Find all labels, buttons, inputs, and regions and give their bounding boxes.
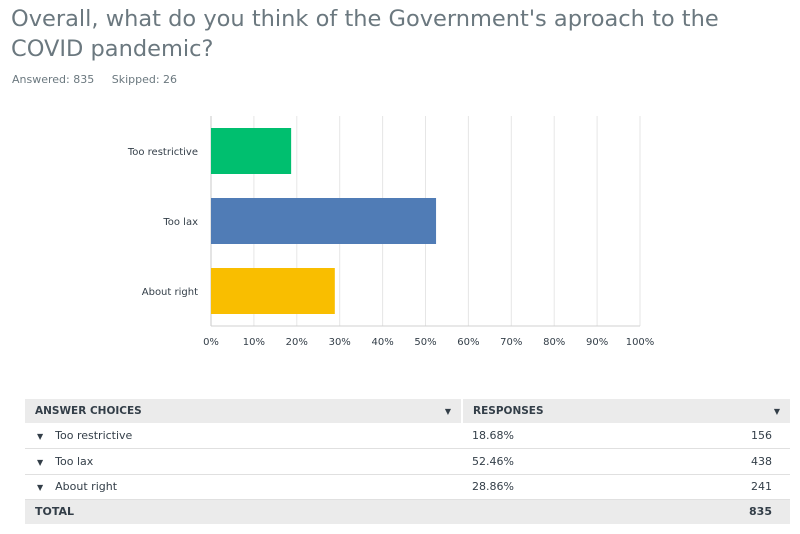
x-tick-label: 100%: [626, 337, 655, 348]
responses-header-label: RESPONSES: [473, 405, 544, 417]
x-tick-label: 50%: [414, 337, 436, 348]
x-tick-label: 30%: [329, 337, 351, 348]
percent-cell: 28.86%: [462, 474, 642, 500]
chart-category-labels: Too restrictive Too lax About right: [127, 147, 198, 298]
x-tick-label: 40%: [371, 337, 393, 348]
choice-label: Too restrictive: [55, 429, 133, 442]
x-tick-label: 80%: [543, 337, 565, 348]
table-row: ▼ Too lax 52.46% 438: [25, 448, 790, 475]
choice-cell[interactable]: ▼ About right: [25, 474, 462, 500]
total-label: TOTAL: [25, 499, 642, 524]
total-count: 835: [641, 499, 790, 524]
sort-caret-icon[interactable]: ▼: [444, 406, 451, 416]
x-tick-label: 20%: [286, 337, 308, 348]
count-cell: 438: [641, 448, 790, 475]
choice-label: About right: [55, 480, 118, 494]
responses-header[interactable]: RESPONSES ▼: [462, 399, 790, 423]
category-label: About right: [142, 287, 198, 298]
response-stats: Answered: 835 Skipped: 26: [12, 73, 191, 86]
table-row: ▼ About right 28.86% 241: [25, 474, 790, 500]
choice-cell[interactable]: ▼ Too lax: [25, 448, 462, 475]
category-label: Too lax: [162, 217, 198, 228]
answered-count: Answered: 835: [12, 73, 95, 86]
chart-x-ticks: 0% 10% 20% 30% 40% 50% 60% 70% 80% 90% 100%: [203, 337, 654, 348]
chart-bars: [211, 128, 437, 314]
total-row: TOTAL 835: [25, 499, 790, 524]
category-label: Too restrictive: [127, 147, 198, 158]
x-tick-label: 0%: [203, 337, 219, 348]
table-row: ▼ Too restrictive 18.68% 156: [25, 423, 790, 449]
expand-caret-icon[interactable]: ▼: [37, 483, 44, 493]
count-cell: 241: [641, 474, 790, 500]
percent-cell: 18.68%: [462, 423, 642, 449]
bar-chart: Too restrictive Too lax About right 0% 10% 2…: [127, 116, 654, 348]
expand-caret-icon[interactable]: ▼: [37, 432, 44, 441]
sort-caret-icon[interactable]: ▼: [773, 406, 780, 416]
question-title: Overall, what do you think of the Govern…: [11, 6, 719, 62]
percent-cell: 52.46%: [462, 448, 642, 475]
choice-label: Too lax: [55, 454, 94, 468]
skipped-count: Skipped: 26: [111, 73, 178, 86]
x-tick-label: 60%: [457, 337, 479, 348]
count-cell: 156: [641, 423, 790, 449]
bar[interactable]: [211, 268, 335, 314]
bar[interactable]: [211, 198, 437, 244]
answer-choices-header[interactable]: ANSWER CHOICES ▼: [25, 399, 463, 423]
choice-cell[interactable]: ▼ Too restrictive: [25, 423, 462, 449]
x-tick-label: 70%: [500, 337, 522, 348]
responses-table: ANSWER CHOICES ▼ RESPONSES ▼ ▼ Too restri…: [25, 399, 790, 524]
bar[interactable]: [211, 128, 292, 174]
answer-choices-header-label: ANSWER CHOICES: [35, 405, 142, 417]
x-tick-label: 10%: [243, 337, 265, 348]
expand-caret-icon[interactable]: ▼: [37, 457, 44, 467]
x-tick-label: 90%: [586, 337, 608, 348]
table-header-row: ANSWER CHOICES ▼ RESPONSES ▼: [25, 399, 790, 423]
